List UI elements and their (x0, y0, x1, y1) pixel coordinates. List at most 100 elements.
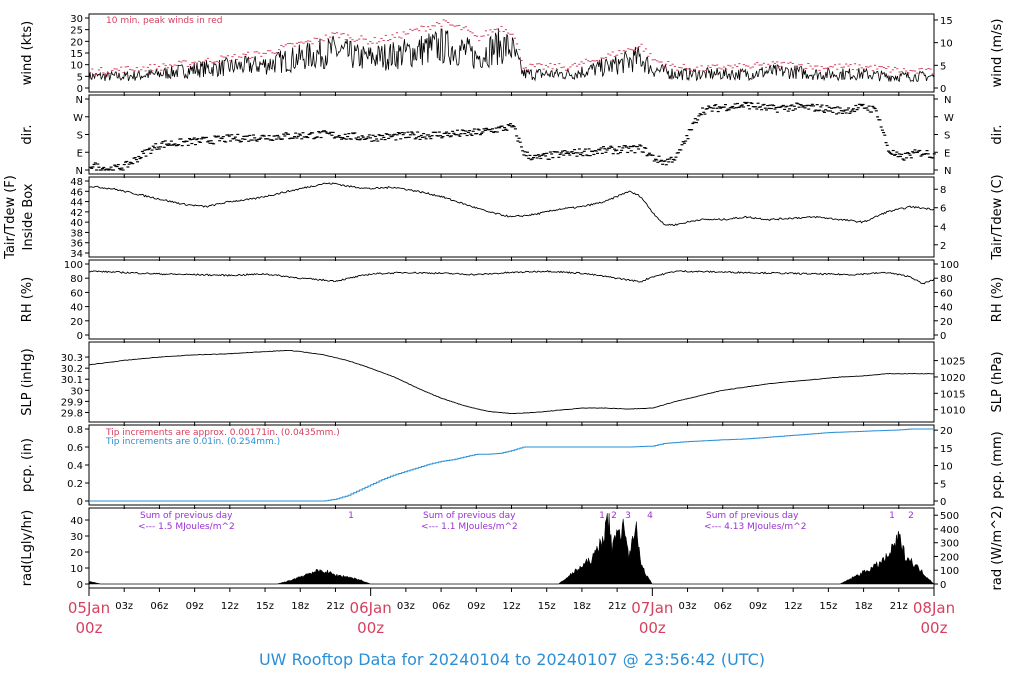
pcp-ytick-label: 0.2 (67, 479, 83, 490)
temp-ytick-label: 36 (70, 239, 83, 250)
x-date-time-label: 00z (921, 619, 948, 637)
slp-ytick-label: 30.3 (61, 353, 83, 364)
temp-ylabel: Tair/Tdew (F) (3, 175, 18, 260)
wind-ylabel-right: wind (m/s) (990, 19, 1005, 88)
pcp-series (89, 428, 934, 502)
x-tick-label: 18z (291, 601, 309, 612)
temp-ytick-label: 40 (70, 218, 83, 229)
temp-ytick-label: 38 (70, 228, 83, 239)
rad-ytick-label: 40 (70, 516, 83, 527)
rad-marker: 3 (625, 511, 631, 521)
panel-dir: dir. dir.N NW WS SE EN N (20, 94, 1005, 178)
slp-ytick-label-right: 1025 (940, 357, 965, 368)
panel-slp: SLP (inHg) SLP (hPa) 29.829.93030.130.230.… (20, 341, 1005, 426)
rh-ytick-label: 80 (70, 274, 83, 285)
pcp-ylabel-right: pcp. (mm) (990, 431, 1005, 498)
x-tick-label: 15z (256, 601, 274, 612)
rh-ytick-label-right: 0 (940, 331, 946, 342)
rad-ytick-label-right: 400 (940, 525, 959, 536)
wind-ytick-label: 10 (70, 61, 83, 72)
wind-annotation: 10 min. peak winds in red (106, 16, 223, 26)
rad-annotation-line2: <--- 4.13 MJoules/m^2 (704, 522, 806, 532)
pcp-ytick-label-right: 20 (940, 426, 953, 437)
x-tick-label: 09z (186, 601, 204, 612)
x-date-label: 05Jan (68, 599, 110, 617)
wind-ytick-label: 0 (77, 84, 83, 95)
temp-ytick-label: 34 (70, 249, 83, 260)
rad-ytick-label-right: 500 (940, 511, 959, 522)
slp-ytick-label-right: 1020 (940, 373, 965, 384)
x-date-label: 06Jan (350, 599, 392, 617)
temp-ytick-label: 42 (70, 208, 83, 219)
panel-wind: wind (kts) wind (m/s)05101520253005101510… (20, 13, 1005, 96)
dir-ytick-label-right: E (944, 148, 950, 159)
rad-annotation-line1: Sum of previous day (423, 511, 516, 521)
wind-ylabel: wind (kts) (20, 21, 35, 85)
rh-ytick-label: 60 (70, 288, 83, 299)
wind-ytick-label-right: 5 (940, 61, 946, 72)
panel-rad: rad(Lgly/hr) rad (W/m^2)01020304001002003… (20, 506, 1005, 592)
slp-ytick-label: 29.9 (61, 397, 83, 408)
panels: wind (kts) wind (m/s)05101520253005101510… (3, 13, 1005, 592)
slp-ylabel: SLP (inHg) (20, 348, 35, 416)
slp-ytick-label: 30.2 (61, 364, 83, 375)
rh-ytick-label: 20 (70, 317, 83, 328)
x-tick-label: 12z (221, 601, 239, 612)
x-tick-label: 03z (397, 601, 415, 612)
dir-ytick-label: S (77, 131, 83, 142)
rh-ytick-label: 40 (70, 303, 83, 314)
rh-frame (88, 259, 935, 340)
rad-ytick-label-right: 200 (940, 552, 959, 563)
rh-ytick-label-right: 100 (940, 260, 959, 271)
x-tick-label: 21z (326, 601, 344, 612)
dir-ytick-label-right: S (944, 131, 950, 142)
pcp-annotation-red: Tip increments are approx. 0.00171in. (0… (105, 428, 340, 438)
wind-ytick-label: 15 (70, 49, 83, 60)
x-tick-label: 12z (784, 601, 802, 612)
x-tick-label: 21z (608, 601, 626, 612)
temp-ytick-label-right: 6 (940, 204, 946, 215)
x-tick-label: 03z (679, 601, 697, 612)
panel-rh: RH (%) RH (%) 0 20 40 60 80 100 0 20 40 60 80 100 (20, 259, 1005, 343)
rad-annotation-line2: <--- 1.5 MJoules/m^2 (138, 522, 235, 532)
rad-ytick-label-right: 0 (940, 580, 946, 591)
dir-ytick-label-right: N (944, 166, 951, 177)
rad-ytick-label: 0 (77, 580, 83, 591)
x-date-label: 08Jan (913, 599, 955, 617)
dir-ytick-label: W (73, 113, 83, 124)
x-tick-label: 09z (749, 601, 767, 612)
slp-ytick-label: 30 (70, 386, 83, 397)
rh-series (88, 269, 935, 285)
rad-ylabel-right: rad (W/m^2) (990, 506, 1005, 591)
x-tick-label: 21z (890, 601, 908, 612)
slp-ytick-label: 29.8 (61, 408, 83, 419)
wind-ytick-label: 25 (70, 26, 83, 37)
wind-series (88, 28, 935, 83)
rh-ytick-label-right: 80 (940, 274, 953, 285)
x-date-label: 07Jan (631, 599, 673, 617)
pcp-ytick-label: 0.8 (67, 425, 83, 436)
rad-ytick-label-right: 300 (940, 539, 959, 550)
wind-ytick-label-right: 0 (940, 84, 946, 95)
rad-marker: 4 (647, 511, 653, 521)
pcp-ytick-label-right: 15 (940, 444, 953, 455)
dir-ytick-label: N (76, 166, 83, 177)
x-tick-label: 15z (819, 601, 837, 612)
rad-ytick-label: 30 (70, 532, 83, 543)
rad-annotation-line1: Sum of previous day (140, 511, 233, 521)
pcp-ytick-label: 0.4 (67, 461, 83, 472)
temp-ylabel-right: Tair/Tdew (C) (990, 174, 1005, 260)
pcp-ytick-label: 0.6 (67, 443, 83, 454)
temp-series (88, 182, 935, 226)
rh-ylabel-right: RH (%) (990, 277, 1005, 322)
rad-ytick-label: 10 (70, 564, 83, 575)
dir-ylabel-right: dir. (990, 124, 1005, 144)
rad-series (88, 513, 935, 585)
chart-title: UW Rooftop Data for 20240104 to 20240107… (258, 650, 766, 669)
x-tick-label: 12z (503, 601, 521, 612)
x-date-time-label: 00z (76, 619, 103, 637)
temp-ytick-label: 48 (70, 177, 83, 188)
x-tick-label: 06z (432, 601, 450, 612)
rh-ytick-label: 0 (77, 331, 83, 342)
x-tick-label: 09z (467, 601, 485, 612)
